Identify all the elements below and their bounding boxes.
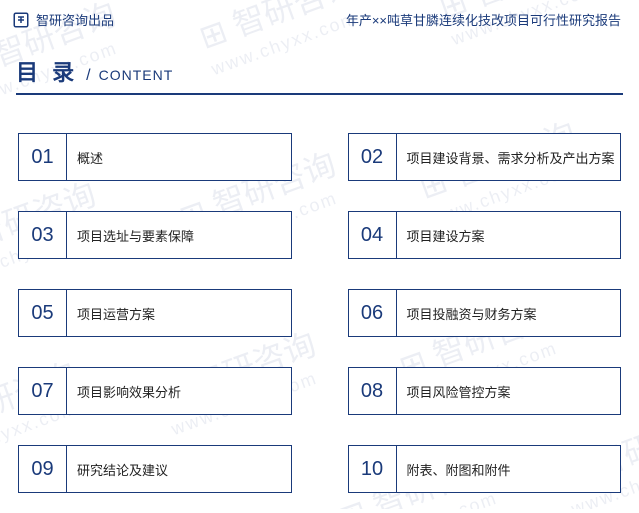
toc-item-number: 07 [19, 368, 67, 414]
toc-item-number: 02 [349, 134, 397, 180]
section-header: 目 录 / CONTENT [0, 37, 639, 95]
toc-item-label: 研究结论及建议 [67, 446, 291, 492]
toc-item-label: 概述 [67, 134, 291, 180]
section-title-en: CONTENT [99, 67, 174, 83]
brand: 智研咨询出品 [12, 10, 114, 29]
toc-item-number: 06 [349, 290, 397, 336]
section-title-cn: 目 录 [16, 55, 78, 87]
toc-item: 02项目建设背景、需求分析及产出方案 [348, 133, 622, 181]
brand-logo-icon [12, 11, 30, 29]
toc-item: 06项目投融资与财务方案 [348, 289, 622, 337]
toc-grid: 01概述 02项目建设背景、需求分析及产出方案 03项目选址与要素保障 04项目建设方… [0, 95, 639, 513]
toc-item-label: 项目建设方案 [397, 212, 621, 258]
toc-item-label: 项目风险管控方案 [397, 368, 621, 414]
toc-item: 10附表、附图和附件 [348, 445, 622, 493]
toc-item-label: 附表、附图和附件 [397, 446, 621, 492]
toc-item-number: 04 [349, 212, 397, 258]
toc-item-label: 项目投融资与财务方案 [397, 290, 621, 336]
toc-item: 07项目影响效果分析 [18, 367, 292, 415]
toc-item-label: 项目运营方案 [67, 290, 291, 336]
report-title: 年产××吨草甘膦连续化技改项目可行性研究报告 [346, 10, 621, 29]
toc-item-label: 项目建设背景、需求分析及产出方案 [397, 134, 621, 180]
section-slash: / [86, 67, 90, 85]
toc-item: 01概述 [18, 133, 292, 181]
toc-item: 08项目风险管控方案 [348, 367, 622, 415]
toc-item: 05项目运营方案 [18, 289, 292, 337]
toc-item: 09研究结论及建议 [18, 445, 292, 493]
toc-item-number: 10 [349, 446, 397, 492]
top-bar: 智研咨询出品 年产××吨草甘膦连续化技改项目可行性研究报告 [0, 0, 639, 37]
brand-text: 智研咨询出品 [36, 10, 114, 29]
toc-item-number: 08 [349, 368, 397, 414]
toc-item-label: 项目影响效果分析 [67, 368, 291, 414]
toc-item-number: 01 [19, 134, 67, 180]
section-title-row: 目 录 / CONTENT [16, 55, 623, 95]
toc-item-label: 项目选址与要素保障 [67, 212, 291, 258]
content-layer: 智研咨询出品 年产××吨草甘膦连续化技改项目可行性研究报告 目 录 / CONT… [0, 0, 639, 513]
toc-item: 03项目选址与要素保障 [18, 211, 292, 259]
toc-item-number: 03 [19, 212, 67, 258]
toc-item: 04项目建设方案 [348, 211, 622, 259]
toc-item-number: 05 [19, 290, 67, 336]
toc-item-number: 09 [19, 446, 67, 492]
